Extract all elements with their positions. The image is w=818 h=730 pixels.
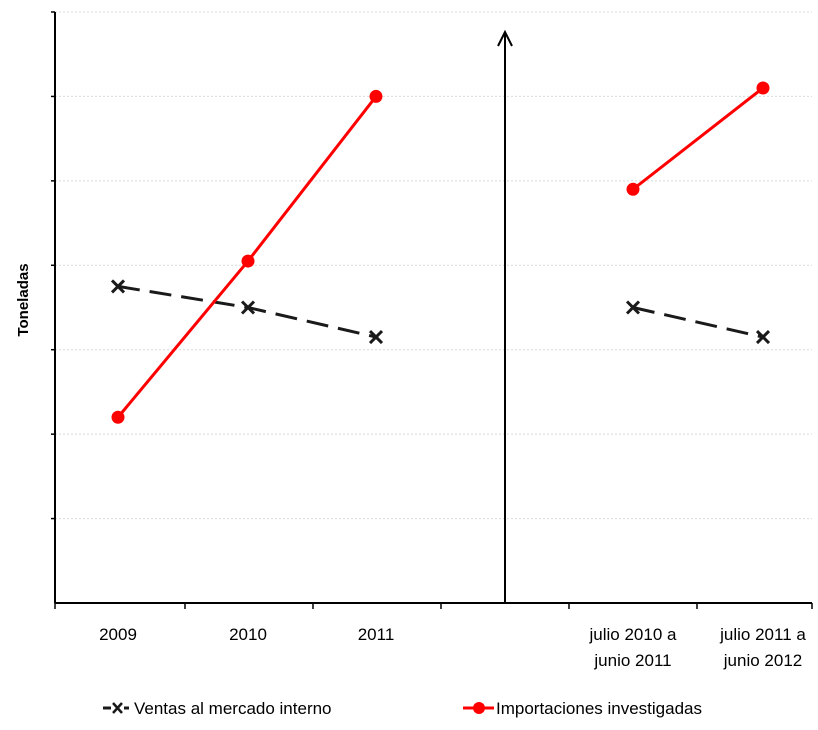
legend-label-importaciones: Importaciones investigadas	[496, 699, 702, 718]
circle-marker	[756, 81, 770, 95]
x-marker-stroke	[368, 329, 384, 345]
x-marker	[625, 300, 641, 315]
x-marker	[240, 300, 256, 315]
x-marker-stroke	[755, 329, 771, 345]
arrow-up-icon	[497, 29, 513, 47]
legend-label-ventas: Ventas al mercado interno	[134, 699, 332, 718]
x-tick-label: 2011	[358, 625, 395, 644]
circle-marker	[369, 89, 383, 103]
x-marker-stroke	[112, 702, 123, 714]
circle-marker	[626, 182, 640, 196]
x-marker-stroke	[110, 279, 126, 294]
x-marker	[110, 279, 126, 294]
x-tick-label: 2010	[229, 625, 267, 644]
y-axis-title: Toneladas	[15, 263, 32, 336]
tick-labels: 2009 2010 2011 julio 2010 a junio 2011julio …	[99, 625, 806, 670]
x-tick-label: julio 2010 a junio 2011	[589, 625, 678, 670]
x-tick-label-line: junio 2011	[593, 651, 671, 670]
x-tick-label: julio 2011 a junio 2012	[719, 625, 806, 670]
series-line-0	[117, 284, 377, 339]
circle-marker	[111, 410, 125, 424]
x-tick-label: 2009	[99, 625, 137, 644]
gridlines	[55, 11, 812, 520]
legend-item-ventas: Ventas al mercado interno	[103, 699, 332, 718]
circle-marker	[241, 254, 255, 268]
x-tick-label-line: 2010	[229, 625, 267, 644]
x-marker-stroke	[240, 300, 256, 315]
x-tick-label-line: 2009	[99, 625, 137, 644]
x-tick-label-line: julio 2010 a	[589, 625, 678, 644]
legend-item-importaciones: Importaciones investigadas	[463, 699, 702, 718]
legend: Ventas al mercado interno Importaciones i…	[103, 699, 702, 718]
x-marker	[755, 329, 771, 345]
series-layer	[110, 81, 771, 424]
x-tick-label-line: junio 2012	[723, 651, 802, 670]
axes	[51, 11, 813, 609]
x-tick-label-line: 2011	[358, 625, 395, 644]
series-line-1	[632, 86, 764, 191]
x-marker	[368, 329, 384, 345]
series-line-0	[632, 306, 764, 339]
x-tick-label-line: julio 2011 a	[719, 625, 806, 644]
x-marker-stroke	[625, 300, 641, 315]
circle-marker	[473, 702, 485, 714]
